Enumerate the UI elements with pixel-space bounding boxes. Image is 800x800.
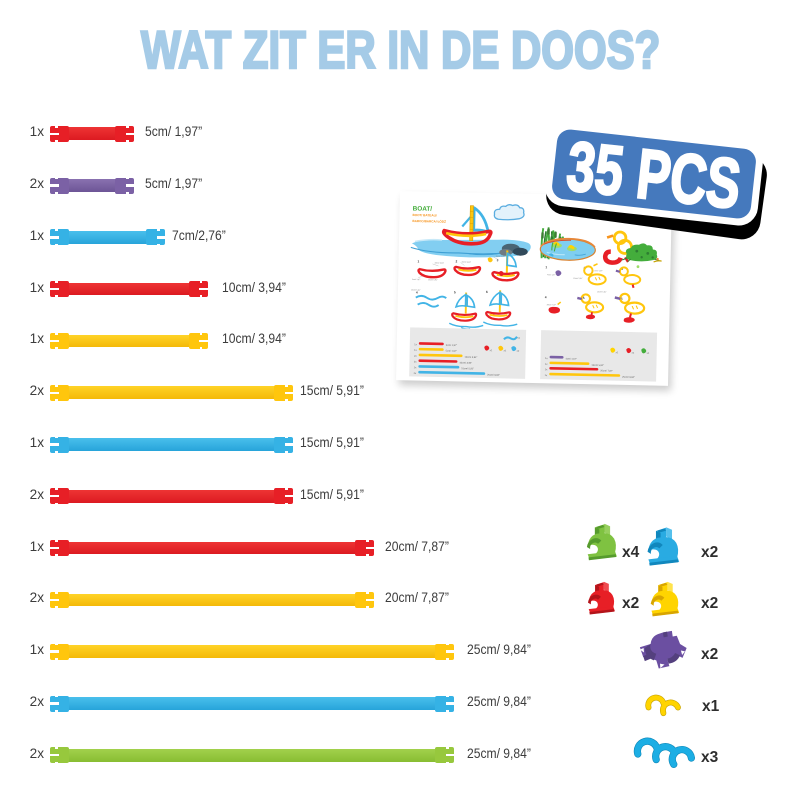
svg-text:15cm/ 5,91”: 15cm/ 5,91” <box>597 291 607 293</box>
svg-text:3: 3 <box>497 258 499 262</box>
svg-text:4: 4 <box>545 295 547 299</box>
svg-text:5cm/ 1,97”: 5cm/ 1,97” <box>412 279 421 281</box>
svg-text:15cm/ 5,91": 15cm/ 5,91" <box>461 367 474 370</box>
svg-text:15cm/ 5,91”: 15cm/ 5,91” <box>496 256 506 258</box>
svg-text:5cm/ 1,97": 5cm/ 1,97" <box>446 350 458 353</box>
svg-text:BARCO/BARCA/ ŁÓDŹ: BARCO/BARCA/ ŁÓDŹ <box>412 218 446 224</box>
svg-text:1x: 1x <box>414 349 417 352</box>
svg-text:2x: 2x <box>414 372 417 375</box>
svg-text:1x: 1x <box>545 357 548 360</box>
svg-text:6: 6 <box>486 290 488 294</box>
svg-text:5cm/ 1,97": 5cm/ 1,97" <box>446 344 458 347</box>
svg-text:2: 2 <box>456 259 458 263</box>
svg-text:15cm/ 5,91”: 15cm/ 5,91” <box>411 289 421 291</box>
svg-text:x1: x1 <box>616 351 619 354</box>
svg-text:20cm/ 7,87": 20cm/ 7,87" <box>600 369 613 372</box>
svg-text:5: 5 <box>583 296 585 300</box>
svg-text:15cm/ 5,91": 15cm/ 5,91" <box>591 364 604 367</box>
svg-text:4: 4 <box>416 291 418 295</box>
svg-text:1: 1 <box>545 265 547 269</box>
svg-text:20cm/ 7,87”: 20cm/ 7,87” <box>547 304 557 306</box>
svg-text:10cm/ 3,94": 10cm/ 3,94" <box>465 356 478 359</box>
svg-text:1x: 1x <box>414 343 417 346</box>
svg-text:x1: x1 <box>517 337 520 340</box>
svg-text:1: 1 <box>417 260 419 264</box>
svg-text:5: 5 <box>454 290 456 294</box>
svg-text:1x: 1x <box>414 366 417 369</box>
svg-text:25cm/ 9,84": 25cm/ 9,84" <box>622 376 635 379</box>
svg-text:15cm/ 5,91”: 15cm/ 5,91” <box>428 279 438 281</box>
svg-text:10cm/ 3,94": 10cm/ 3,94" <box>459 361 472 364</box>
svg-text:2x: 2x <box>414 355 417 358</box>
svg-text:5cm/ 1,97”: 5cm/ 1,97” <box>594 270 603 272</box>
svg-text:25cm/ 9,84": 25cm/ 9,84" <box>487 374 500 377</box>
svg-text:2x: 2x <box>414 361 417 364</box>
svg-text:4cm/ 1,57": 4cm/ 1,57" <box>565 357 577 360</box>
svg-text:10cm/ 3,94”: 10cm/ 3,94” <box>434 262 444 264</box>
svg-text:6: 6 <box>621 297 623 301</box>
svg-text:4cm/ 1,57”: 4cm/ 1,57” <box>547 274 556 276</box>
svg-text:x1: x1 <box>647 352 650 355</box>
svg-text:1x: 1x <box>545 363 548 366</box>
svg-text:BOAT/: BOAT/ <box>413 205 433 212</box>
svg-text:15cm/ 3,94”: 15cm/ 3,94” <box>462 261 472 263</box>
svg-text:1x: 1x <box>545 368 548 371</box>
svg-text:BOOT/ BATEAU/: BOOT/ BATEAU/ <box>412 213 436 218</box>
svg-text:x2: x2 <box>517 350 520 353</box>
svg-text:1x: 1x <box>545 374 548 377</box>
svg-text:15cm/ 5,91”: 15cm/ 5,91” <box>573 278 583 280</box>
svg-text:x1: x1 <box>504 349 507 352</box>
svg-text:3: 3 <box>621 267 623 271</box>
svg-text:x1: x1 <box>490 349 493 352</box>
svg-text:x1: x1 <box>632 352 635 355</box>
